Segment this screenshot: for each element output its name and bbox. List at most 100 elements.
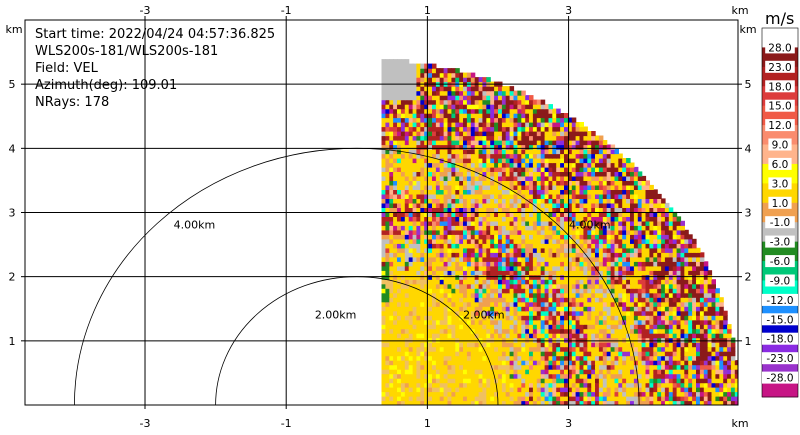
data-cell [509, 126, 515, 132]
data-cell [661, 351, 666, 357]
data-cell [556, 256, 561, 262]
data-cell [715, 391, 720, 397]
data-cell [575, 355, 581, 361]
data-cell [385, 216, 390, 222]
data-cell [676, 270, 682, 276]
data-cell [668, 378, 674, 384]
data-cell [498, 369, 503, 375]
data-cell [451, 166, 456, 172]
data-cell [657, 279, 662, 285]
data-cell [595, 153, 600, 159]
data-cell [715, 310, 720, 316]
data-cell [459, 265, 464, 271]
data-cell [439, 324, 445, 330]
data-cell [653, 364, 658, 370]
data-cell [397, 247, 402, 253]
data-cell [680, 243, 685, 249]
data-cell [400, 256, 406, 262]
data-cell [482, 252, 487, 258]
data-cell [680, 301, 685, 307]
data-cell [540, 238, 546, 244]
data-cell [564, 306, 569, 312]
data-cell [649, 225, 654, 231]
data-cell [443, 369, 449, 375]
data-cell [490, 355, 495, 361]
data-cell [552, 342, 557, 348]
data-cell [408, 360, 414, 366]
data-cell [571, 149, 577, 155]
data-cell [692, 328, 697, 334]
data-cell [466, 369, 472, 375]
data-cell [602, 220, 608, 226]
data-cell [455, 319, 460, 325]
data-cell [536, 382, 542, 388]
data-cell [536, 310, 542, 316]
data-cell [470, 261, 476, 267]
data-cell [598, 207, 604, 213]
data-cell [459, 283, 464, 289]
data-cell [672, 229, 678, 235]
data-cell [719, 391, 724, 397]
data-cell [412, 396, 418, 402]
data-cell [470, 211, 476, 217]
data-cell [486, 144, 491, 150]
data-cell [614, 274, 619, 280]
data-cell [393, 301, 398, 307]
data-cell [583, 234, 588, 240]
data-cell [397, 306, 402, 312]
data-cell [482, 256, 487, 262]
data-cell [711, 283, 716, 289]
data-cell [501, 315, 507, 321]
data-cell [408, 252, 414, 258]
data-cell [490, 333, 495, 339]
data-cell [439, 306, 445, 312]
data-cell [482, 396, 487, 402]
data-cell [680, 220, 685, 226]
data-cell [630, 261, 635, 267]
data-cell [381, 283, 386, 289]
data-cell [385, 319, 390, 325]
data-cell [556, 310, 561, 316]
data-cell [513, 364, 518, 370]
data-cell [536, 274, 542, 280]
data-cell [404, 315, 410, 321]
data-cell [486, 310, 491, 316]
data-cell [641, 202, 647, 208]
data-cell [482, 328, 487, 334]
data-cell [451, 229, 456, 235]
data-cell [676, 324, 682, 330]
data-cell [529, 189, 534, 195]
data-cell [486, 382, 491, 388]
data-cell [412, 243, 418, 249]
data-cell [536, 229, 542, 235]
data-cell [404, 234, 410, 240]
data-cell [420, 333, 425, 339]
data-cell [653, 333, 658, 339]
data-cell [389, 270, 394, 276]
data-cell [494, 360, 499, 366]
data-cell [451, 360, 456, 366]
data-cell [513, 391, 518, 397]
data-cell [529, 292, 534, 298]
data-cell [397, 297, 402, 303]
data-cell [381, 288, 386, 294]
data-cell [661, 324, 666, 330]
data-cell [482, 144, 487, 150]
data-cell [544, 202, 550, 208]
data-cell [591, 270, 596, 276]
data-cell [602, 184, 608, 190]
data-cell [416, 144, 421, 150]
data-cell [447, 288, 452, 294]
data-cell [583, 373, 588, 379]
data-cell [517, 391, 522, 397]
data-cell [719, 351, 724, 357]
data-cell [466, 355, 472, 361]
data-cell [389, 252, 394, 258]
data-cell [540, 256, 546, 262]
data-cell [587, 175, 592, 181]
data-cell [556, 265, 561, 271]
data-cell [443, 166, 449, 172]
data-cell [435, 306, 441, 312]
data-cell [447, 252, 452, 258]
data-cell [525, 180, 530, 186]
